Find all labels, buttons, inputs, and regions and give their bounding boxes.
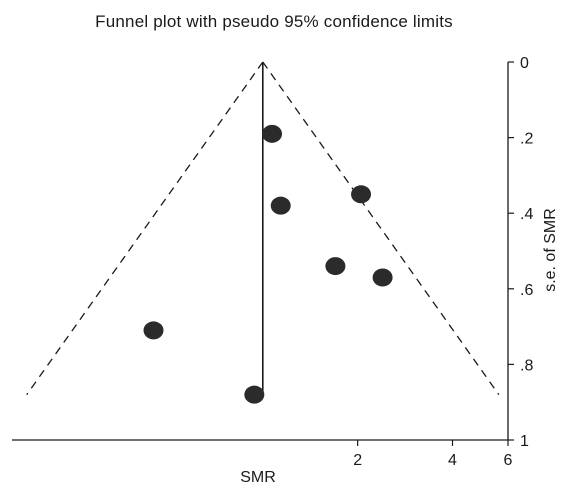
axes bbox=[12, 62, 509, 441]
data-point bbox=[244, 385, 265, 404]
y-tick-label: 1 bbox=[520, 433, 529, 450]
y-tick-label: .2 bbox=[520, 131, 533, 148]
y-tick-label: 0 bbox=[520, 55, 529, 72]
x-tick-label: 6 bbox=[504, 452, 513, 469]
data-point bbox=[372, 268, 393, 287]
data-points bbox=[143, 124, 393, 404]
chart-title: Funnel plot with pseudo 95% confidence l… bbox=[95, 12, 453, 31]
data-point bbox=[351, 185, 372, 204]
data-point bbox=[270, 196, 291, 215]
data-point bbox=[262, 124, 283, 143]
y-ticks: 0 .2 .4 .6 .8 1 bbox=[508, 55, 533, 450]
x-tick-label: 4 bbox=[448, 452, 457, 469]
data-point bbox=[325, 257, 346, 276]
data-point bbox=[143, 321, 164, 340]
lower-confidence-limit bbox=[26, 61, 264, 396]
y-tick-label: .8 bbox=[520, 357, 533, 374]
y-tick-label: .4 bbox=[520, 206, 533, 223]
y-tick-label: .6 bbox=[520, 282, 533, 299]
y-axis-label: s.e. of SMR bbox=[542, 208, 559, 292]
x-tick-label: 2 bbox=[353, 452, 362, 469]
confidence-funnel bbox=[26, 61, 500, 396]
upper-confidence-limit bbox=[262, 61, 500, 396]
x-ticks: 2 4 6 bbox=[353, 440, 513, 469]
x-axis-label: SMR bbox=[240, 469, 276, 485]
